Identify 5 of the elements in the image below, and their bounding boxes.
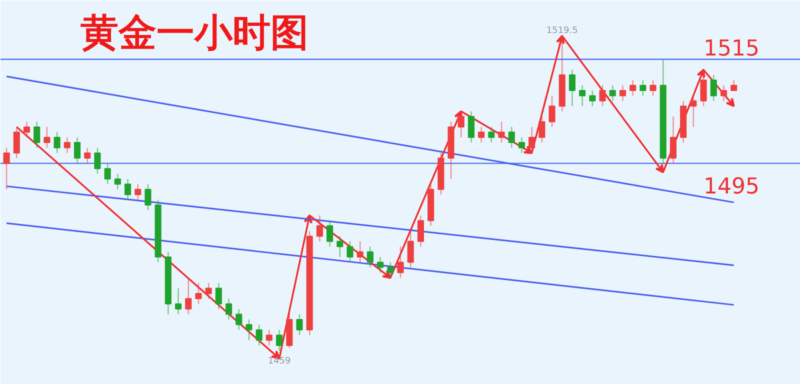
annotation: 1459 [268, 356, 292, 367]
annotation: 1519.5 [546, 26, 578, 36]
chart-title: 黄金一小时图 [80, 10, 308, 54]
ref-line-label: 1515 [704, 36, 760, 62]
ref-line-label: 1495 [704, 174, 760, 200]
